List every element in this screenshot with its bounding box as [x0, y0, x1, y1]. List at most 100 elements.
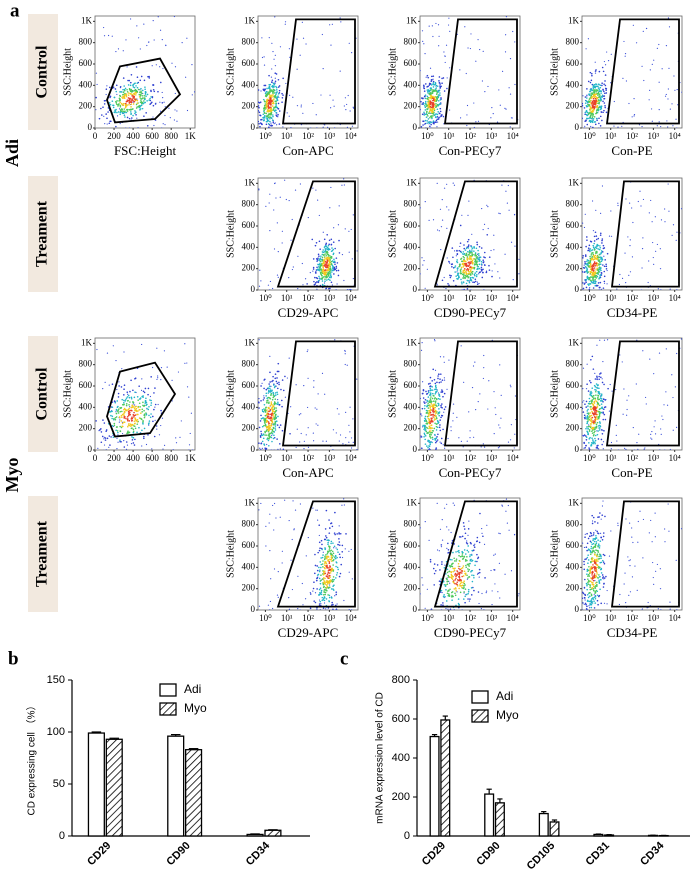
event-dot	[325, 287, 328, 290]
event-dot	[323, 254, 325, 257]
event-dot	[319, 248, 321, 250]
event-dot	[593, 116, 596, 118]
event-dot	[125, 417, 127, 420]
event-dot	[587, 418, 589, 420]
event-dot	[346, 289, 349, 290]
event-dot	[346, 364, 348, 366]
event-dot	[259, 269, 261, 271]
gate	[610, 180, 680, 288]
event-dot	[593, 411, 596, 413]
event-dot	[284, 375, 286, 378]
event-dot	[493, 391, 495, 393]
event-dot	[356, 378, 358, 380]
event-dot	[335, 432, 337, 434]
event-dot	[476, 283, 479, 285]
event-dot	[593, 274, 595, 276]
event-dot	[586, 275, 589, 278]
event-dot	[597, 107, 600, 109]
event-dot	[597, 416, 599, 418]
event-dot	[428, 122, 431, 125]
event-dot	[473, 436, 475, 438]
event-dot	[587, 271, 590, 273]
event-dot	[136, 86, 139, 89]
event-dot	[111, 415, 114, 418]
event-dot	[591, 399, 594, 401]
event-dot	[477, 120, 480, 122]
event-dot	[138, 385, 140, 387]
event-dot	[441, 82, 443, 85]
event-dot	[424, 435, 427, 437]
event-dot	[595, 91, 598, 93]
event-dot	[123, 455, 125, 457]
event-dot	[123, 97, 126, 100]
event-dot	[275, 93, 277, 96]
event-dot	[151, 95, 154, 98]
event-dot	[595, 389, 597, 391]
x-tick-label: 10¹	[281, 131, 293, 141]
event-dot	[277, 596, 279, 598]
event-dot	[326, 252, 329, 254]
x-tick-label: 200	[107, 131, 121, 141]
event-dot	[272, 437, 275, 440]
event-dot	[345, 411, 347, 413]
event-dot	[162, 448, 164, 450]
plot-frame	[419, 177, 521, 291]
event-dot	[153, 39, 155, 41]
event-dot	[591, 282, 594, 284]
event-dot	[423, 407, 426, 410]
event-dot	[152, 420, 154, 423]
event-dot	[435, 85, 437, 87]
event-dot	[649, 69, 651, 71]
event-dot	[311, 238, 314, 241]
event-dot	[421, 342, 423, 344]
event-dot	[176, 120, 178, 122]
event-dot	[598, 267, 600, 269]
event-dot	[97, 447, 99, 449]
event-dot	[594, 426, 596, 429]
event-dot	[434, 88, 437, 90]
event-dot	[422, 120, 425, 123]
event-dot	[158, 434, 161, 436]
event-dot	[593, 240, 596, 242]
event-dot	[436, 439, 439, 441]
event-dot	[424, 428, 427, 430]
event-dot	[433, 114, 436, 117]
event-dot	[598, 70, 601, 73]
event-dot	[462, 271, 465, 273]
event-dot	[279, 424, 282, 426]
y-tick-label: 600	[242, 220, 256, 230]
event-dot	[278, 89, 281, 92]
event-dot	[668, 210, 670, 212]
event-dot	[155, 425, 158, 427]
y-tick-label: 800	[242, 359, 256, 369]
event-dot	[297, 255, 299, 257]
event-dot	[466, 274, 469, 277]
event-dot	[184, 343, 186, 345]
event-dot	[633, 97, 635, 100]
event-dot	[117, 410, 119, 413]
event-dot	[113, 422, 116, 425]
x-tick-label: 10⁴	[669, 293, 681, 303]
event-dot	[460, 345, 462, 347]
event-dot	[151, 448, 153, 450]
event-dot	[469, 271, 471, 273]
event-dot	[275, 114, 278, 116]
event-dot	[598, 375, 600, 378]
event-dot	[296, 68, 298, 70]
event-dot	[589, 101, 591, 104]
event-dot	[327, 253, 330, 256]
event-dot	[594, 70, 597, 72]
event-dot	[127, 394, 130, 397]
event-dot	[631, 116, 633, 118]
event-dot	[428, 84, 431, 86]
event-dot	[440, 442, 443, 445]
event-dot	[267, 387, 270, 390]
event-dot	[320, 258, 322, 261]
event-dot	[655, 250, 657, 252]
event-dot	[313, 380, 315, 382]
event-dot	[263, 424, 265, 427]
event-dot	[330, 186, 332, 189]
event-dot	[269, 416, 272, 419]
event-dot	[433, 400, 435, 403]
